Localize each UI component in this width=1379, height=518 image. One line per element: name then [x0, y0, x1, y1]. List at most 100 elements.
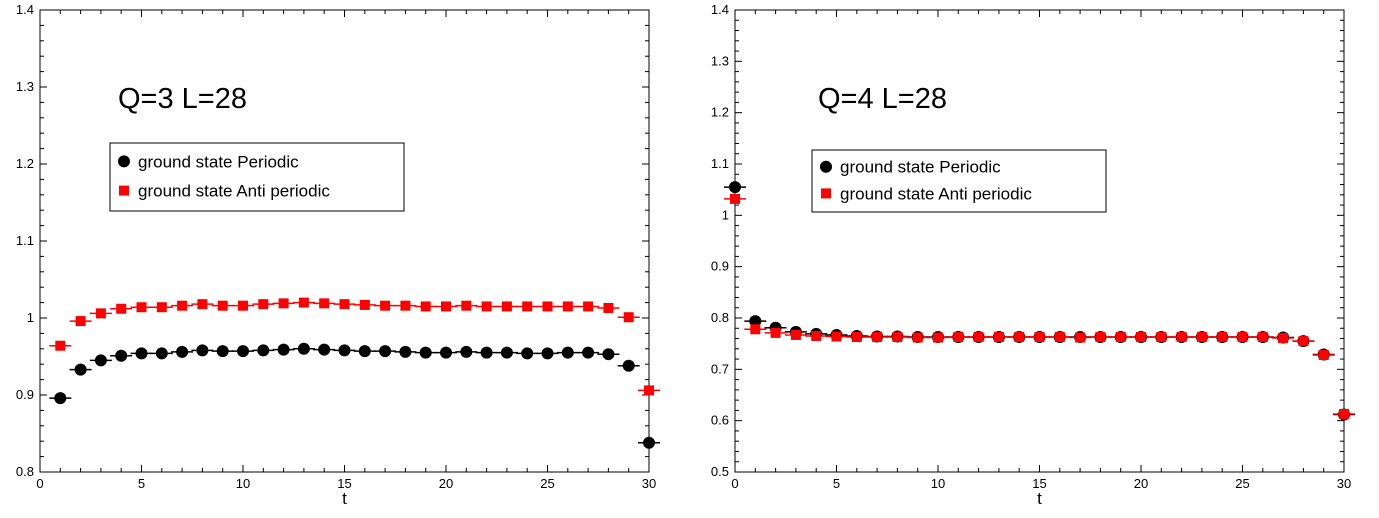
- data-point-square: [912, 332, 923, 343]
- data-point-circle: [622, 359, 635, 372]
- data-point-circle: [155, 347, 168, 360]
- data-point-square: [1318, 349, 1329, 360]
- data-point-square: [1237, 331, 1248, 342]
- data-point-square: [892, 331, 903, 342]
- x-tick-label: 15: [337, 476, 351, 491]
- legend-marker-circle: [118, 155, 130, 168]
- x-tick-label: 25: [540, 476, 554, 491]
- legend-box: [811, 149, 1107, 213]
- data-point-square: [258, 299, 269, 310]
- data-point-square: [644, 385, 654, 396]
- data-point-circle: [257, 344, 270, 357]
- y-tick-label: 1.2: [16, 156, 34, 171]
- data-point-square: [872, 331, 883, 342]
- data-point-square: [136, 302, 147, 313]
- legend-label: ground state Anti periodic: [138, 182, 330, 201]
- data-point-circle: [196, 344, 209, 357]
- data-point-circle: [115, 349, 128, 362]
- data-point-square: [811, 330, 822, 341]
- data-point-square: [359, 299, 370, 310]
- data-point-circle: [521, 347, 534, 360]
- data-point-circle: [74, 363, 87, 376]
- data-point-square: [1054, 331, 1065, 342]
- legend-marker-circle: [820, 160, 832, 173]
- x-axis-title: t: [342, 489, 347, 508]
- y-tick-label: 0.8: [16, 464, 34, 479]
- plot-frame: [734, 9, 1345, 473]
- data-point-square: [55, 340, 66, 351]
- data-point-square: [1278, 333, 1289, 344]
- y-tick-label: 1.3: [16, 79, 34, 94]
- data-point-square: [1014, 331, 1025, 342]
- data-point-square: [339, 299, 350, 310]
- data-point-circle: [379, 345, 392, 358]
- data-point-square: [750, 324, 761, 335]
- x-tick-label: 30: [642, 476, 656, 491]
- y-tick-label: 1.1: [16, 233, 34, 248]
- data-point-circle: [176, 345, 189, 358]
- data-point-square: [831, 331, 842, 342]
- data-point-square: [420, 301, 431, 312]
- data-point-square: [973, 331, 984, 342]
- legend-label: ground state Periodic: [138, 152, 299, 171]
- x-tick-label: 20: [439, 476, 453, 491]
- data-point-square: [319, 298, 330, 309]
- y-tick-label: 0.7: [711, 361, 729, 376]
- data-point-square: [1298, 336, 1309, 347]
- data-point-circle: [419, 346, 432, 359]
- data-point-circle: [399, 345, 412, 358]
- chart-panel-q4: 0 5 10 15 20 25 30 0.5 0.6 0.7 0.8 0.9 1 1.1 1.2 1.3 1.4…: [711, 2, 1355, 508]
- data-point-square: [1034, 331, 1045, 342]
- plot-frame: [39, 9, 650, 473]
- data-point-square: [380, 300, 391, 311]
- data-point-circle: [94, 354, 107, 367]
- data-point-square: [1136, 331, 1146, 342]
- chart-panel-q3: 0 5 10 15 20 25 30 0.8 0.9 1 1.1 1.2 1.3 1.4 t Q=3 L=28…: [16, 2, 660, 508]
- data-point-circle: [237, 345, 249, 358]
- data-point-square: [1217, 331, 1228, 342]
- x-tick-label: 10: [931, 476, 945, 491]
- chart-annotation: Q=3 L=28: [118, 83, 247, 115]
- data-point-square: [623, 312, 634, 323]
- data-point-circle: [277, 343, 290, 356]
- data-point-square: [400, 300, 411, 311]
- data-point-square: [95, 308, 106, 319]
- data-point-circle: [561, 346, 574, 359]
- data-point-circle: [643, 436, 655, 449]
- data-point-circle: [480, 346, 493, 359]
- data-point-circle: [460, 345, 473, 358]
- data-point-square: [1196, 331, 1207, 342]
- data-point-square: [1075, 332, 1086, 343]
- data-point-square: [217, 300, 228, 311]
- data-point-square: [1115, 331, 1126, 342]
- data-point-square: [583, 301, 594, 312]
- data-point-square: [75, 316, 86, 327]
- data-point-square: [461, 300, 472, 311]
- data-point-circle: [216, 345, 229, 358]
- y-tick-label: 1: [722, 207, 729, 222]
- data-point-circle: [358, 345, 371, 358]
- data-point-square: [156, 302, 167, 313]
- x-tick-label: 5: [138, 476, 145, 491]
- x-tick-label: 20: [1134, 476, 1148, 491]
- data-point-square: [177, 300, 188, 311]
- y-tick-label: 1.4: [16, 2, 34, 17]
- x-tick-label: 25: [1235, 476, 1249, 491]
- y-tick-label: 0.5: [711, 464, 729, 479]
- data-point-square: [730, 193, 740, 204]
- data-point-square: [933, 332, 943, 343]
- x-tick-label: 0: [36, 476, 43, 491]
- data-point-circle: [338, 344, 351, 357]
- data-point-square: [1095, 331, 1106, 342]
- data-point-square: [851, 331, 862, 342]
- data-point-square: [790, 329, 801, 340]
- data-point-circle: [582, 346, 595, 359]
- x-tick-label: 15: [1032, 476, 1046, 491]
- data-point-square: [993, 331, 1004, 342]
- x-tick-label: 30: [1337, 476, 1351, 491]
- y-tick-label: 0.9: [711, 259, 729, 274]
- x-tick-label: 5: [833, 476, 840, 491]
- data-point-circle: [500, 346, 513, 359]
- y-tick-label: 1.3: [711, 53, 729, 68]
- data-point-square: [770, 327, 781, 338]
